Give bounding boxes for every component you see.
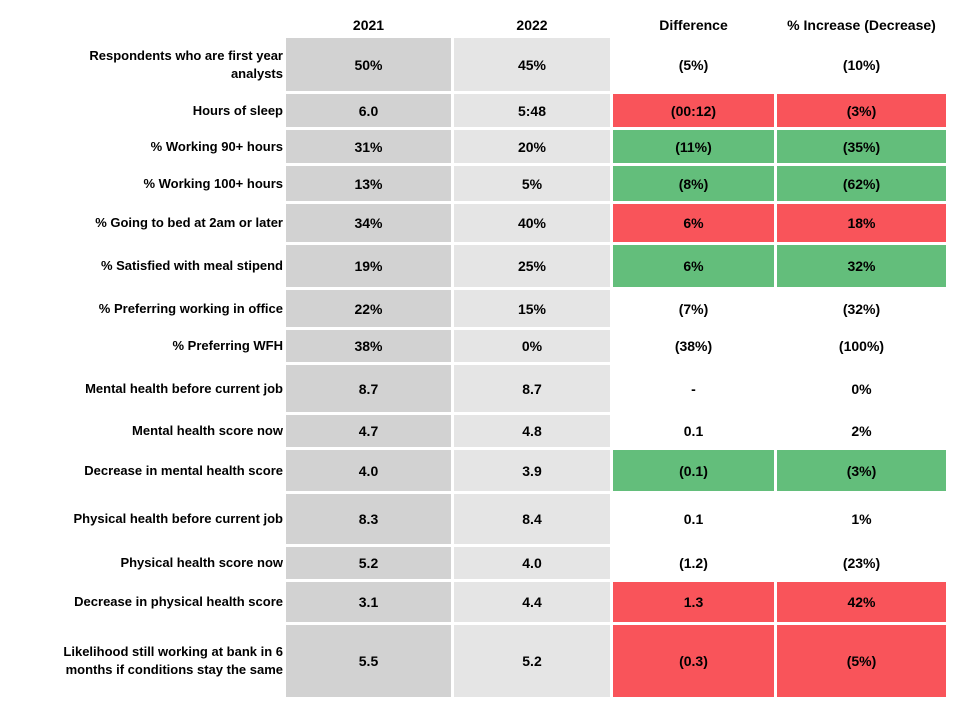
table-row: Hours of sleep 6.0 5:48 (00:12) (3%) xyxy=(0,94,968,127)
cell-2021-value: 8.7 xyxy=(286,365,451,412)
cell-difference-value: - xyxy=(613,365,774,412)
table-row: Mental health score now 4.7 4.8 0.1 2% xyxy=(0,415,968,447)
cell-2022-value: 4.0 xyxy=(454,547,610,579)
cell-2022-value: 20% xyxy=(454,130,610,163)
row-label: % Going to bed at 2am or later xyxy=(95,215,283,231)
cell-pct-change-value: (100%) xyxy=(777,330,946,362)
row-label: Physical health before current job xyxy=(73,511,284,527)
cell-2022-value: 5:48 xyxy=(454,94,610,127)
cell-difference-value: (0.1) xyxy=(613,450,774,491)
cell-2021-value: 38% xyxy=(286,330,451,362)
cell-pct-change-value: (35%) xyxy=(777,130,946,163)
table-row: % Preferring WFH 38% 0% (38%) (100%) xyxy=(0,330,968,362)
table-header-row: 2021 2022 Difference % Increase (Decreas… xyxy=(0,14,968,36)
table-row: Likelihood still working at bank in 6 mo… xyxy=(0,625,968,697)
cell-2022-value: 4.8 xyxy=(454,415,610,447)
cell-2021-value: 5.5 xyxy=(286,625,451,697)
table-row: Respondents who are first year analysts … xyxy=(0,38,968,91)
cell-2021-value: 3.1 xyxy=(286,582,451,622)
cell-2021-value: 13% xyxy=(286,166,451,201)
column-header-pct-increase: % Increase (Decrease) xyxy=(787,17,936,33)
row-label: Decrease in mental health score xyxy=(84,462,283,478)
cell-pct-change-value: (32%) xyxy=(777,290,946,327)
cell-2021-value: 34% xyxy=(286,204,451,242)
cell-2022-value: 4.4 xyxy=(454,582,610,622)
cell-pct-change-value: (5%) xyxy=(777,625,946,697)
cell-pct-change-value: 2% xyxy=(777,415,946,447)
cell-2022-value: 5% xyxy=(454,166,610,201)
cell-2021-value: 19% xyxy=(286,245,451,287)
cell-2021-value: 6.0 xyxy=(286,94,451,127)
cell-2022-value: 40% xyxy=(454,204,610,242)
cell-difference-value: 0.1 xyxy=(613,415,774,447)
cell-2021-value: 22% xyxy=(286,290,451,327)
row-label: Decrease in physical health score xyxy=(74,594,283,610)
row-label: Likelihood still working at bank in 6 mo… xyxy=(63,644,283,677)
cell-pct-change-value: (62%) xyxy=(777,166,946,201)
cell-2021-value: 4.0 xyxy=(286,450,451,491)
table-row: % Working 100+ hours 13% 5% (8%) (62%) xyxy=(0,166,968,201)
row-label: % Satisfied with meal stipend xyxy=(100,258,283,274)
table-row: % Going to bed at 2am or later 34% 40% 6… xyxy=(0,204,968,242)
cell-2022-value: 0% xyxy=(454,330,610,362)
cell-difference-value: (7%) xyxy=(613,290,774,327)
cell-difference-value: 6% xyxy=(613,245,774,287)
cell-2022-value: 8.7 xyxy=(454,365,610,412)
cell-2022-value: 3.9 xyxy=(454,450,610,491)
table-row: Mental health before current job 8.7 8.7… xyxy=(0,365,968,412)
table-row: % Satisfied with meal stipend 19% 25% 6%… xyxy=(0,245,968,287)
cell-2022-value: 5.2 xyxy=(454,625,610,697)
table-row: Physical health score now 5.2 4.0 (1.2) … xyxy=(0,547,968,579)
cell-difference-value: 1.3 xyxy=(613,582,774,622)
table-body: Respondents who are first year analysts … xyxy=(0,38,968,697)
row-label: % Preferring working in office xyxy=(98,300,283,316)
column-header-2021: 2021 xyxy=(352,17,385,33)
cell-2022-value: 8.4 xyxy=(454,494,610,544)
row-label: Hours of sleep xyxy=(192,102,283,118)
row-label: % Preferring WFH xyxy=(172,338,283,354)
cell-2021-value: 8.3 xyxy=(286,494,451,544)
cell-pct-change-value: 42% xyxy=(777,582,946,622)
cell-pct-change-value: 18% xyxy=(777,204,946,242)
table-row: % Preferring working in office 22% 15% (… xyxy=(0,290,968,327)
table-row: Physical health before current job 8.3 8… xyxy=(0,494,968,544)
cell-difference-value: (00:12) xyxy=(613,94,774,127)
cell-difference-value: (11%) xyxy=(613,130,774,163)
cell-pct-change-value: 32% xyxy=(777,245,946,287)
row-label: % Working 90+ hours xyxy=(150,138,283,154)
cell-pct-change-value: 0% xyxy=(777,365,946,412)
cell-difference-value: (5%) xyxy=(613,38,774,91)
cell-pct-change-value: (3%) xyxy=(777,94,946,127)
cell-pct-change-value: (10%) xyxy=(777,38,946,91)
cell-2021-value: 4.7 xyxy=(286,415,451,447)
row-label: Physical health score now xyxy=(120,555,283,571)
table-row: Decrease in physical health score 3.1 4.… xyxy=(0,582,968,622)
row-label: % Working 100+ hours xyxy=(143,175,283,191)
cell-difference-value: (8%) xyxy=(613,166,774,201)
cell-pct-change-value: (3%) xyxy=(777,450,946,491)
table-row: % Working 90+ hours 31% 20% (11%) (35%) xyxy=(0,130,968,163)
cell-2022-value: 15% xyxy=(454,290,610,327)
cell-pct-change-value: (23%) xyxy=(777,547,946,579)
cell-difference-value: 0.1 xyxy=(613,494,774,544)
row-label: Mental health score now xyxy=(132,423,283,439)
cell-difference-value: (38%) xyxy=(613,330,774,362)
cell-difference-value: (0.3) xyxy=(613,625,774,697)
cell-2021-value: 50% xyxy=(286,38,451,91)
cell-2021-value: 31% xyxy=(286,130,451,163)
table-row: Decrease in mental health score 4.0 3.9 … xyxy=(0,450,968,491)
column-header-difference: Difference xyxy=(659,17,728,33)
cell-2021-value: 5.2 xyxy=(286,547,451,579)
cell-difference-value: 6% xyxy=(613,204,774,242)
cell-2022-value: 45% xyxy=(454,38,610,91)
column-header-2022: 2022 xyxy=(516,17,548,33)
cell-pct-change-value: 1% xyxy=(777,494,946,544)
cell-2022-value: 25% xyxy=(454,245,610,287)
row-label: Mental health before current job xyxy=(85,380,283,396)
row-label: Respondents who are first year analysts xyxy=(89,47,283,81)
cell-difference-value: (1.2) xyxy=(613,547,774,579)
